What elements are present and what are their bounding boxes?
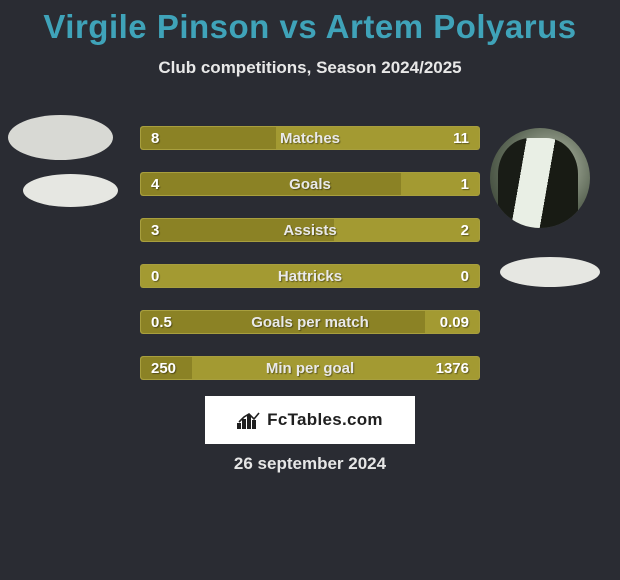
snapshot-date: 26 september 2024	[0, 454, 620, 474]
stat-value-right: 0.09	[440, 314, 469, 331]
season-subtitle: Club competitions, Season 2024/2025	[0, 58, 620, 78]
stat-label: Assists	[141, 222, 479, 239]
stat-label: Hattricks	[141, 268, 479, 285]
stat-row: 0Hattricks0	[140, 264, 480, 288]
stat-value-right: 11	[453, 130, 469, 147]
fctables-logo-icon	[237, 411, 261, 429]
player-right-name: Artem Polyarus	[326, 8, 577, 45]
player-right-club-badge	[500, 257, 600, 287]
stat-row: 0.5Goals per match0.09	[140, 310, 480, 334]
stat-value-right: 1376	[436, 360, 469, 377]
stat-row: 4Goals1	[140, 172, 480, 196]
stat-label: Min per goal	[141, 360, 479, 377]
stat-row: 250Min per goal1376	[140, 356, 480, 380]
player-right-jersey	[498, 138, 578, 228]
stat-bars-container: 8Matches11 4Goals1 3Assists2 0Hattricks0 0.5…	[140, 126, 480, 402]
stat-value-right: 0	[461, 268, 469, 285]
stat-value-right: 2	[461, 222, 469, 239]
stat-label: Matches	[141, 130, 479, 147]
vs-label: vs	[280, 8, 318, 45]
branding-text: FcTables.com	[267, 410, 383, 430]
branding-box: FcTables.com	[205, 396, 415, 444]
player-right-avatar	[490, 128, 590, 228]
stat-row: 3Assists2	[140, 218, 480, 242]
player-left-club-badge	[23, 174, 118, 207]
stat-row: 8Matches11	[140, 126, 480, 150]
stat-label: Goals	[141, 176, 479, 193]
stat-value-right: 1	[461, 176, 469, 193]
stat-label: Goals per match	[141, 314, 479, 331]
player-left-name: Virgile Pinson	[43, 8, 269, 45]
comparison-title: Virgile Pinson vs Artem Polyarus	[0, 0, 620, 46]
player-left-avatar	[8, 115, 113, 160]
